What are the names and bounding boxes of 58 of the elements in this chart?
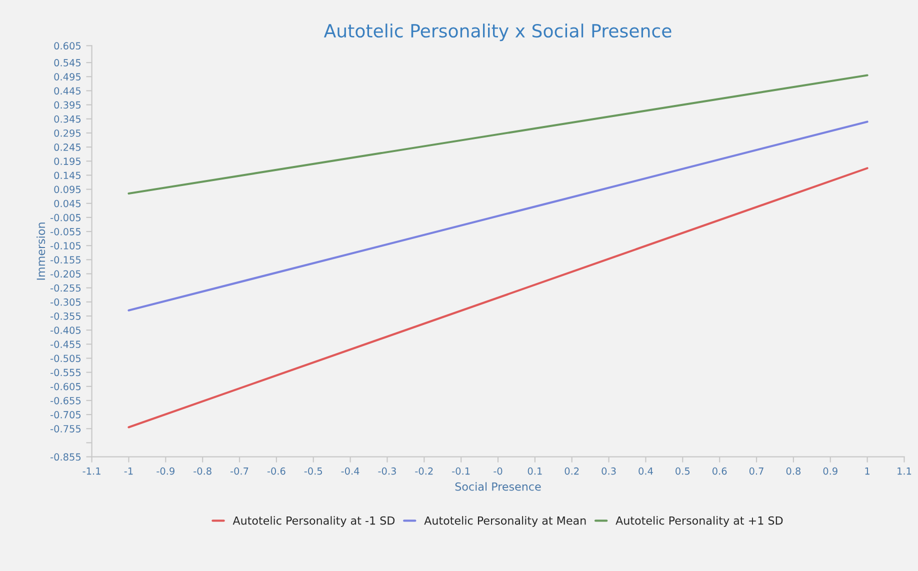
x-tick-label: -1.1 [82,468,100,475]
y-tick-label: -0.055 [50,228,81,236]
x-tick-label: 0.3 [602,467,616,475]
y-tick-label: 0.245 [54,144,81,151]
x-tick-label: 0.4 [638,467,653,475]
legend-label: Autotelic Personality at -1 SD [232,516,395,527]
x-tick-label: -0.5 [304,467,322,475]
y-tick-label: 0.495 [54,73,81,80]
y-tick-label: -0.255 [50,284,81,292]
x-tick-label: 1 [865,468,870,475]
y-tick-label: 0.545 [54,59,81,66]
x-tick-label: -0.6 [267,467,286,475]
y-tick-label: 0.345 [54,115,81,123]
x-tick-label: -1 [124,468,133,475]
x-tick-label: 0.7 [749,467,764,475]
y-tick-label: 0.295 [54,129,81,137]
x-tick-label: 0.9 [823,467,838,475]
chart-title: Autotelic Personality x Social Presence [324,24,672,42]
x-tick-label: 0.1 [528,467,542,475]
y-tick-label: 0.145 [54,172,81,180]
x-axis-title: Social Presence [455,482,541,491]
y-tick-label: -0.205 [50,270,81,278]
x-tick-label: 0.6 [712,467,727,475]
y-tick-label: -0.855 [50,453,81,461]
y-tick-label: -0.105 [50,242,81,250]
x-tick-label: 1.1 [898,468,912,475]
y-tick-label: 0.395 [54,101,81,109]
legend-label: Autotelic Personality at +1 SD [616,516,783,527]
y-tick-label: -0.555 [50,368,81,376]
y-tick-label: -0.505 [50,354,81,362]
y-tick-label: 0.045 [54,200,81,208]
x-tick-label: 0.5 [676,467,690,475]
y-tick-label: -0.455 [50,340,81,348]
y-tick-label: -0.305 [50,298,81,306]
y-tick-label: -0.355 [50,312,81,320]
x-tick-label: 0.8 [786,467,801,475]
y-tick-label: -0.655 [50,396,81,404]
y-tick-label: -0.755 [50,425,81,432]
x-tick-label: -0.8 [194,467,212,475]
x-tick-label: -0.9 [156,467,174,475]
y-tick-label: -0.005 [50,214,81,222]
x-tick-label: -0 [494,467,502,475]
y-tick-label: 0.095 [54,186,81,194]
y-tick-label: -0.405 [50,326,81,334]
x-tick-label: -0.3 [378,467,396,475]
y-tick-label: 0.195 [54,158,81,165]
y-tick-label: -0.705 [50,411,81,418]
y-tick-label: -0.155 [50,256,81,264]
x-tick-label: -0.2 [415,467,433,475]
x-tick-label: -0.7 [230,467,248,475]
x-tick-label: 0.2 [564,467,579,475]
y-tick-label: 0.605 [54,42,81,50]
legend-label: Autotelic Personality at Mean [424,516,586,527]
y-tick-label: -0.605 [50,382,81,390]
x-tick-label: -0.4 [341,467,360,475]
y-tick-label: 0.445 [54,87,81,95]
y-axis-title: Immersion [36,222,46,280]
x-tick-label: -0.1 [452,467,470,475]
